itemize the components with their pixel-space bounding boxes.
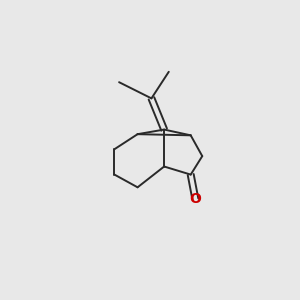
Text: O: O	[189, 192, 201, 206]
